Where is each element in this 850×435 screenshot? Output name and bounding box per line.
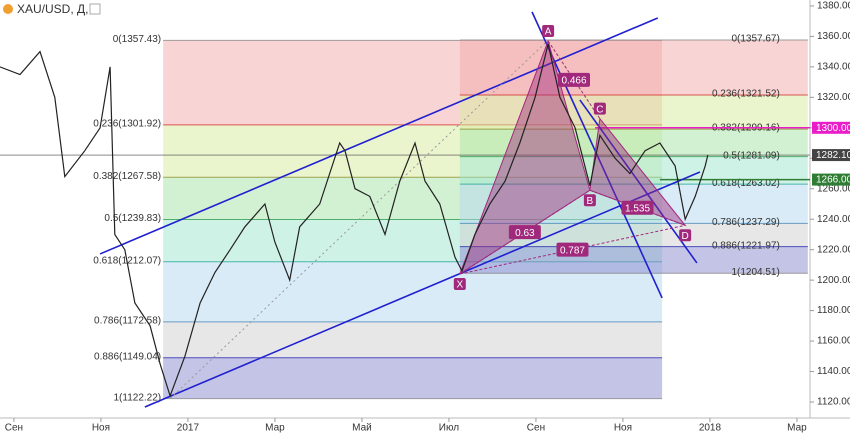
fib-zone <box>163 321 663 358</box>
point-label: D <box>682 231 689 242</box>
chart-title: XAU/USD, Д, <box>17 2 88 16</box>
y-tick-label: 1260.00 <box>817 183 850 194</box>
fib-zone <box>459 129 808 157</box>
trend-line <box>169 39 549 399</box>
price-tag <box>812 149 850 162</box>
fib-level-label: 0.886(1221.97) <box>712 240 780 251</box>
fib-zone <box>459 246 808 274</box>
trend-line <box>579 99 698 264</box>
x-tick-label: Май <box>352 423 372 434</box>
x-tick-label: Июл <box>439 423 459 434</box>
fib-level-label: 0.618(1263.02) <box>712 178 780 189</box>
price-tag-label: 1282.10 <box>816 150 850 161</box>
settings-icon[interactable] <box>89 3 101 15</box>
fib-zone <box>163 357 663 399</box>
point-label-bg <box>453 278 466 291</box>
plot-area: 0(1357.43) 0.236(1301.92) 0.382(1267.58) 0.… <box>93 34 808 403</box>
point-label: C <box>596 104 603 115</box>
price-tag-label: 1266.00 <box>816 175 850 186</box>
x-tick-label: Ноя <box>614 423 632 434</box>
y-tick-label: 1200.00 <box>817 275 850 286</box>
price-tag-label: 1300.00 <box>816 123 850 134</box>
x-tick-label: Мар <box>265 423 285 434</box>
x-tick-label: Ноя <box>92 423 110 434</box>
y-tick-label: 1240.00 <box>817 214 850 225</box>
fib-zone <box>459 95 808 130</box>
ratio-label: 0.787 <box>560 245 585 256</box>
y-tick-label: 1340.00 <box>817 62 850 73</box>
y-tick-label: 1180.00 <box>817 305 850 316</box>
fib-level-label: 0.5(1281.09) <box>723 150 780 161</box>
fib-level-label: 0.382(1267.58) <box>93 171 161 182</box>
fib-level-label: 0(1357.43) <box>113 34 161 45</box>
y-tick-label: 1360.00 <box>817 31 850 42</box>
ratio-label: 0.466 <box>561 75 586 86</box>
fib-zone <box>459 39 808 96</box>
trend-line <box>144 171 701 408</box>
point-label: A <box>545 27 552 38</box>
ratio-label-bg <box>621 200 654 215</box>
point-label: B <box>587 196 594 207</box>
fib-level-label: 0.786(1172.58) <box>94 316 161 327</box>
x-tick-label: 2017 <box>177 423 200 434</box>
x-tick-label: Мар <box>787 423 807 434</box>
y-tick-label: 1320.00 <box>817 92 850 103</box>
trend-line <box>99 17 659 255</box>
y-tick-label: 1140.00 <box>817 366 850 377</box>
x-tick-label: 2018 <box>699 423 722 434</box>
price-line-series <box>0 43 709 398</box>
fib-level-label: 1(1122.22) <box>113 392 161 403</box>
fib-level-label: 1(1204.51) <box>731 267 779 278</box>
ratio-label: 1.535 <box>625 203 650 214</box>
fib-level-label: 0(1357.67) <box>731 34 779 45</box>
fib-level-label: 0.886(1149.04) <box>94 351 161 362</box>
fib-level-label: 0.236(1321.52) <box>712 89 780 100</box>
fib-level-label: 0.786(1237.29) <box>712 217 780 228</box>
fib-level-label: 0.5(1239.83) <box>104 213 161 224</box>
y-tick-label: 1120.00 <box>817 397 850 408</box>
y-tick-label: 1380.00 <box>817 1 850 12</box>
price-tag <box>812 173 850 186</box>
fib-level-label: 0.236(1301.92) <box>93 119 161 130</box>
symbol-icon[interactable] <box>3 4 13 14</box>
ratio-label-bg <box>508 225 541 240</box>
x-tick-label: Сен <box>527 423 545 434</box>
ratio-label: 0.63 <box>515 228 535 239</box>
price-tag <box>812 121 850 134</box>
point-label-bg <box>583 194 596 207</box>
point-label: X <box>456 280 463 291</box>
y-tick-label: 1160.00 <box>817 336 850 347</box>
point-label-bg <box>593 102 606 115</box>
y-tick-label: 1220.00 <box>817 244 850 255</box>
ratio-label-bg <box>558 72 591 87</box>
point-label-bg <box>542 24 555 37</box>
point-label-bg <box>679 229 692 242</box>
ratio-label-bg <box>556 242 589 257</box>
x-tick-label: Сен <box>5 423 23 434</box>
